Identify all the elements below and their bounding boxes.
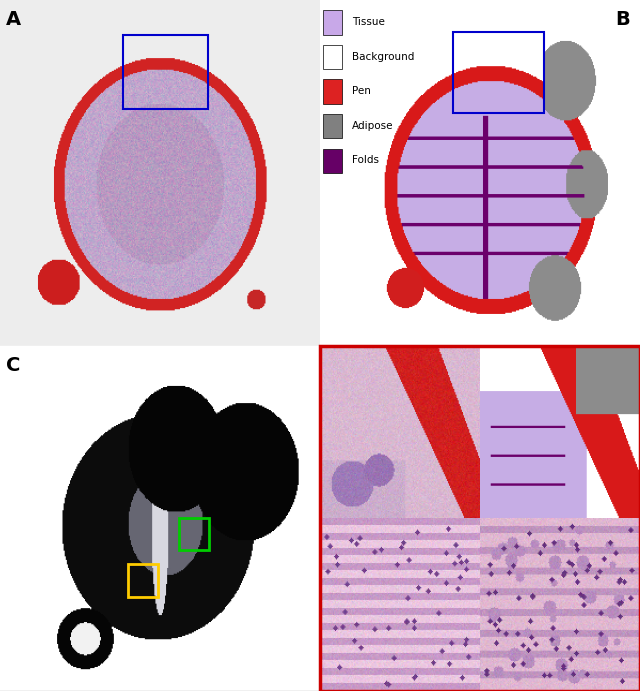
Bar bbox=[123, 35, 208, 109]
Text: Background: Background bbox=[352, 52, 414, 61]
Text: Tissue: Tissue bbox=[352, 17, 385, 27]
Bar bbox=[128, 565, 158, 596]
Text: C: C bbox=[6, 356, 20, 375]
Text: B: B bbox=[616, 10, 630, 29]
Text: Adipose: Adipose bbox=[352, 121, 394, 131]
FancyBboxPatch shape bbox=[323, 79, 342, 104]
FancyBboxPatch shape bbox=[323, 149, 342, 173]
Text: A: A bbox=[6, 10, 22, 29]
FancyBboxPatch shape bbox=[323, 10, 342, 35]
Text: Folds: Folds bbox=[352, 155, 379, 165]
Text: Pen: Pen bbox=[352, 86, 371, 96]
Bar bbox=[453, 32, 544, 113]
FancyBboxPatch shape bbox=[323, 45, 342, 69]
Bar bbox=[179, 518, 209, 551]
FancyBboxPatch shape bbox=[323, 114, 342, 138]
